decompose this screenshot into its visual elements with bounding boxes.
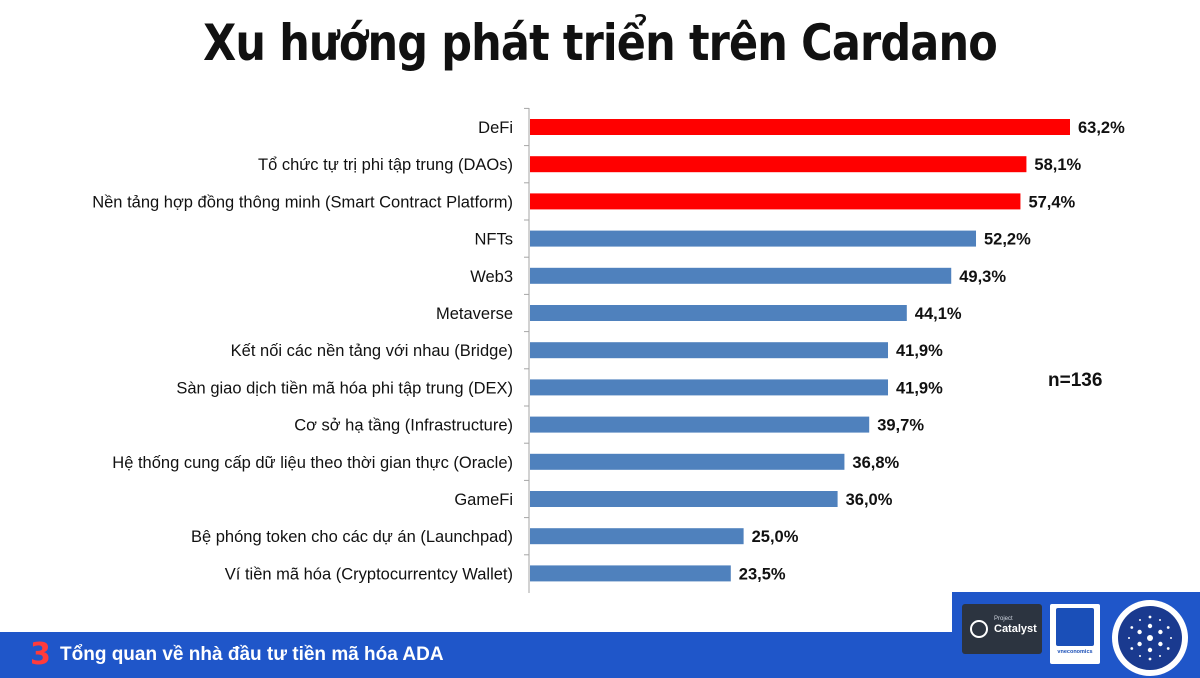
data-label: 44,1%	[915, 305, 962, 323]
category-label: Kết nối các nền tảng với nhau (Bridge)	[231, 342, 513, 360]
data-label: 36,8%	[852, 454, 899, 472]
data-label: 41,9%	[896, 342, 943, 360]
data-label: 57,4%	[1028, 193, 1075, 211]
book-icon	[1056, 608, 1094, 646]
category-label: Cơ sở hạ tầng (Infrastructure)	[294, 417, 513, 435]
data-label: 52,2%	[984, 231, 1031, 249]
bar	[530, 119, 1070, 135]
cardano-dots-icon	[1128, 615, 1172, 661]
category-label: Sàn giao dịch tiền mã hóa phi tập trung …	[176, 379, 513, 397]
category-label: GameFi	[454, 491, 513, 509]
footer-bar: 3 Tổng quan về nhà đầu tư tiền mã hóa AD…	[0, 632, 960, 678]
category-label: NFTs	[475, 231, 514, 249]
vneconomics-logo: vneconomics	[1050, 604, 1100, 664]
category-label: Bệ phóng token cho các dự án (Launchpad)	[191, 528, 513, 546]
data-label: 36,0%	[846, 491, 893, 509]
category-label: DeFi	[478, 119, 513, 137]
bar	[530, 379, 889, 396]
section-number: 3	[30, 637, 51, 672]
data-label: 25,0%	[752, 528, 799, 546]
cardano-logo	[1112, 600, 1188, 676]
bar	[530, 528, 744, 545]
catalyst-ring-icon	[970, 620, 988, 638]
category-label: Tổ chức tự trị phi tập trung (DAOs)	[258, 156, 513, 174]
data-label: 23,5%	[739, 565, 786, 583]
bar	[530, 565, 731, 582]
bar	[530, 193, 1021, 210]
bar	[530, 453, 845, 470]
bar-chart: DeFi 63,2% Tổ chức tự trị phi tập trung (D…	[92, 107, 1125, 593]
sample-size-label: n=136	[1048, 370, 1103, 391]
data-label: 41,9%	[896, 379, 943, 397]
category-label: Nền tảng hợp đồng thông minh (Smart Cont…	[92, 193, 513, 211]
data-label: 58,1%	[1034, 156, 1081, 174]
chart-title: Xu hướng phát triển trên Cardano	[203, 14, 998, 72]
vneconomics-logo-text: vneconomics	[1057, 649, 1093, 655]
bar	[530, 305, 907, 321]
bar	[530, 416, 870, 433]
catalyst-logo-text: Catalyst	[994, 623, 1037, 635]
project-catalyst-logo: Project Catalyst	[962, 604, 1042, 654]
bar	[530, 342, 889, 359]
data-label: 49,3%	[959, 268, 1006, 286]
data-label: 39,7%	[877, 417, 924, 435]
bar	[530, 156, 1027, 173]
bar	[530, 230, 977, 247]
bar	[530, 267, 952, 284]
bar	[530, 491, 838, 507]
footer-title: Tổng quan về nhà đầu tư tiền mã hóa ADA	[60, 644, 444, 665]
cardano-logo-mark	[1118, 606, 1182, 670]
category-label: Web3	[470, 268, 513, 286]
category-label: Metaverse	[436, 305, 513, 323]
category-label: Ví tiền mã hóa (Cryptocurrentcy Wallet)	[225, 565, 513, 583]
catalyst-logo-small-text: Project	[994, 616, 1013, 622]
category-label: Hệ thống cung cấp dữ liệu theo thời gian…	[112, 454, 513, 472]
data-label: 63,2%	[1078, 119, 1125, 137]
